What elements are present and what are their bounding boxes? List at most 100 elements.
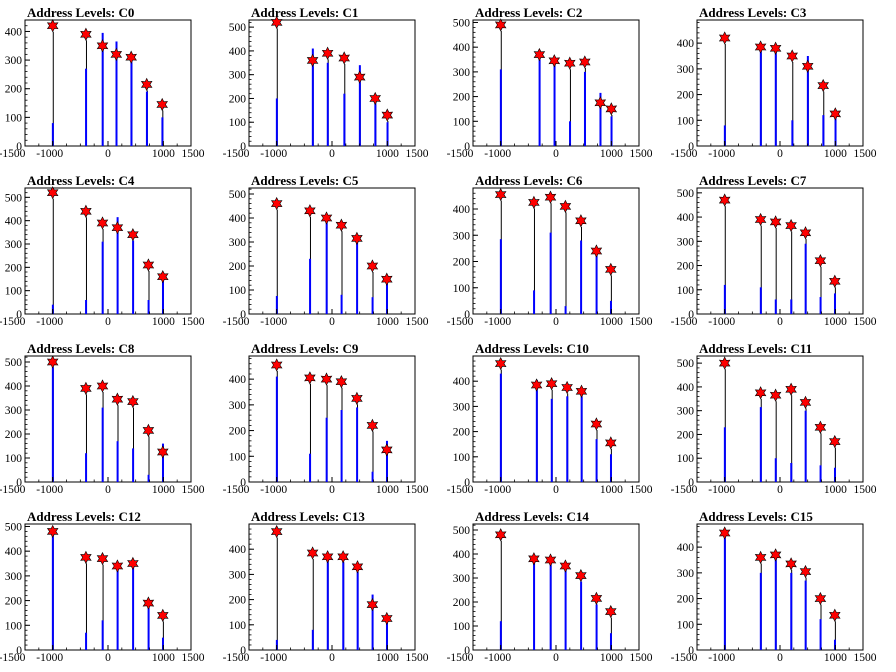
peak-marker: [814, 420, 827, 434]
panel-title: Address Levels: C15: [699, 509, 813, 524]
peak-marker: [718, 31, 731, 45]
x-tick-label: -1000: [708, 652, 735, 664]
panel-title: Address Levels: C12: [27, 509, 141, 524]
peak-marker: [575, 214, 587, 228]
histogram-bin: [834, 112, 837, 146]
peak-marker: [564, 56, 576, 70]
histogram-bin: [340, 410, 343, 482]
histogram-bin: [759, 287, 762, 314]
y-tick-label: 200: [229, 93, 247, 105]
y-tick-label: 300: [229, 569, 247, 581]
plot-frame: [24, 523, 192, 651]
x-tick-label: 0: [777, 484, 783, 496]
peak-marker: [381, 108, 394, 122]
histogram-bin: [343, 93, 346, 146]
peak-marker: [80, 381, 92, 396]
histogram-bin: [309, 258, 312, 314]
histogram-bin: [759, 572, 762, 650]
peak-marker: [157, 445, 169, 459]
peak-marker: [575, 384, 588, 398]
peak-marker: [80, 550, 92, 565]
histogram-bin: [610, 116, 613, 146]
histogram-bin: [116, 217, 119, 314]
histogram-bin: [822, 115, 825, 146]
y-tick-label: 200: [5, 262, 23, 274]
y-tick-label: 300: [229, 70, 247, 82]
plot-frame: [696, 523, 864, 651]
x-tick-label: -1500: [223, 652, 250, 664]
histogram-bin: [533, 290, 536, 314]
peak-marker: [353, 70, 366, 84]
peak-marker: [304, 371, 316, 385]
peak-marker: [381, 272, 393, 286]
histogram-bin: [326, 62, 329, 147]
panel-title: Address Levels: C8: [27, 341, 135, 356]
histogram-bin: [371, 471, 374, 482]
peak-marker: [270, 196, 283, 211]
histogram-bin: [116, 441, 119, 482]
y-tick-label: 0: [464, 141, 470, 153]
peak-marker: [111, 221, 124, 235]
histogram-bin: [342, 561, 345, 650]
x-tick-label: -1000: [260, 148, 287, 160]
x-tick-label: -1500: [223, 148, 250, 160]
plot-frame: [248, 187, 416, 315]
peak-marker: [306, 546, 319, 560]
histogram-bin: [566, 396, 569, 482]
panel-title: Address Levels: C14: [475, 509, 589, 524]
histogram-bin: [101, 241, 104, 314]
peak-marker: [769, 548, 782, 562]
y-tick-label: 0: [16, 645, 22, 657]
x-tick-label: -1500: [671, 316, 698, 328]
panel-c14: Address Levels: C14 0 100 200 300 400 500 -1500…: [447, 509, 653, 664]
peak-marker: [46, 355, 59, 369]
histogram-bin: [358, 65, 361, 146]
x-tick-label: -1000: [36, 148, 63, 160]
x-tick-label: 0: [553, 652, 559, 664]
x-tick-label: 0: [105, 316, 111, 328]
histogram-bin: [85, 632, 88, 650]
panel-c1: Address Levels: C1 0 100 200 300 400 500 -1500-…: [223, 5, 429, 160]
y-tick-label: 500: [229, 22, 247, 34]
histogram-bin: [595, 604, 598, 650]
histogram-bin: [569, 121, 572, 146]
y-tick-label: 300: [453, 573, 471, 585]
histogram-bin: [538, 59, 541, 146]
histogram-bin: [790, 299, 793, 314]
y-tick-label: 200: [5, 84, 23, 96]
peak-marker: [718, 356, 731, 370]
peak-marker: [754, 40, 767, 54]
histogram-bin: [564, 306, 567, 314]
histogram-bin: [115, 41, 118, 146]
histogram-bin: [819, 619, 822, 650]
peak-marker: [530, 378, 543, 392]
panel-title: Address Levels: C7: [699, 173, 807, 188]
panel-title: Address Levels: C4: [27, 173, 135, 188]
y-tick-label: 100: [5, 112, 23, 124]
y-tick-label: 0: [688, 309, 694, 321]
plot-frame: [696, 355, 864, 483]
peak-marker: [590, 417, 603, 431]
histogram-bin: [311, 629, 314, 650]
peak-marker: [46, 19, 59, 33]
y-tick-label: 500: [5, 192, 23, 204]
y-tick-label: 300: [677, 64, 695, 76]
histogram-bin: [116, 566, 119, 650]
y-tick-label: 200: [677, 429, 695, 441]
histogram-bin: [51, 123, 54, 146]
histogram-bin: [790, 462, 793, 482]
histogram-bin: [275, 98, 278, 146]
peak-marker: [270, 15, 283, 30]
panel-c13: Address Levels: C13 0 100 200 300 400 -1500 -10…: [223, 509, 429, 664]
histogram-bin: [132, 566, 135, 650]
histogram-bin: [309, 453, 312, 482]
peak-marker: [381, 443, 393, 457]
peak-marker: [335, 218, 348, 232]
peak-marker: [799, 395, 812, 410]
peak-marker: [544, 190, 557, 204]
y-tick-label: 300: [453, 230, 471, 242]
y-tick-label: 400: [677, 542, 695, 554]
peak-marker: [156, 97, 168, 112]
histogram-bin: [161, 637, 164, 650]
x-tick-label: 1500: [406, 484, 429, 496]
